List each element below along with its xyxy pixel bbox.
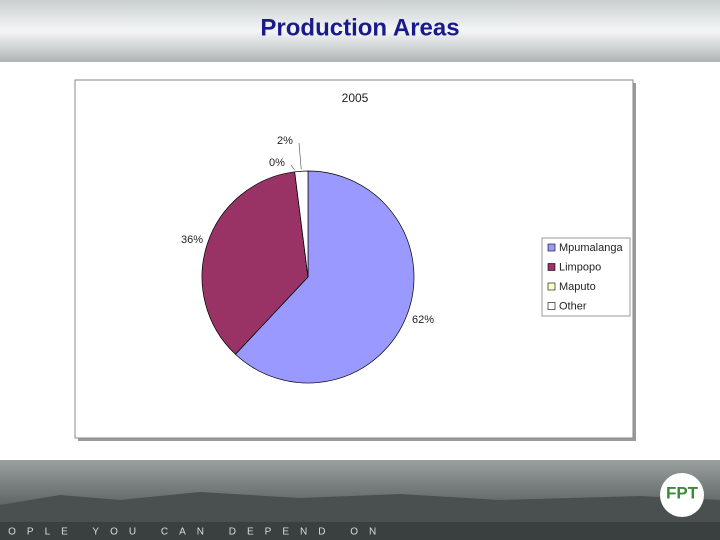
data-label: 62%: [412, 314, 434, 326]
harbour-silhouette: [0, 492, 720, 520]
pie-slice: [294, 170, 309, 278]
slide-title: Production Areas: [260, 14, 459, 41]
tagline: PEOPLE YOU CAN DEPEND ON: [0, 527, 387, 538]
logo: FPT: [666, 483, 699, 502]
data-label: 2%: [277, 135, 293, 147]
pie: 62% 36% 0% 2%: [181, 135, 434, 384]
legend-swatch: [547, 282, 556, 291]
legend-label: Limpopo: [559, 261, 601, 273]
chart-title: 2005: [342, 91, 369, 105]
logo-badge: [660, 473, 704, 517]
legend-swatch: [547, 263, 556, 271]
legend-box: [541, 237, 631, 317]
chart-frame: [74, 79, 634, 439]
legend-swatch: [547, 243, 556, 252]
leader-line: [298, 142, 302, 170]
leader-line: [290, 164, 295, 171]
legend-label: Maputo: [559, 281, 596, 293]
legend-label: Mpumalanga: [559, 242, 623, 254]
legend-swatch: [547, 302, 556, 310]
data-label: 0%: [269, 157, 285, 169]
legend-label: Other: [559, 300, 587, 312]
data-label: 36%: [181, 234, 203, 246]
header-band: [0, 0, 720, 62]
tagline-band: [0, 522, 720, 540]
pie-slice: [234, 170, 415, 384]
pie-slice: [201, 171, 309, 355]
